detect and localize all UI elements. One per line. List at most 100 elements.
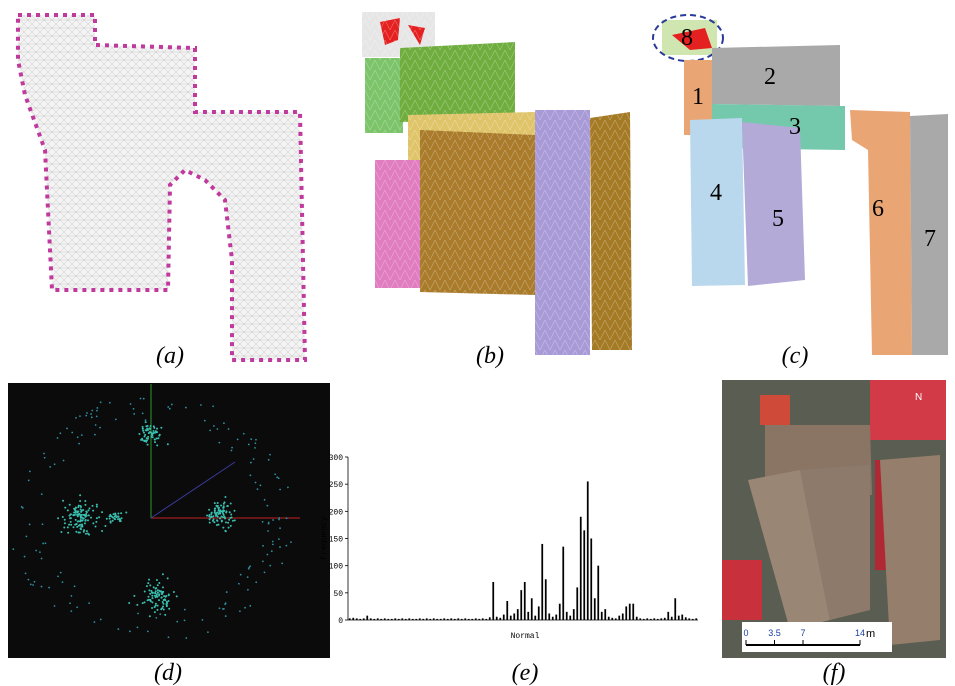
point — [230, 450, 232, 452]
point — [151, 592, 153, 594]
point — [70, 595, 72, 597]
point — [158, 594, 160, 596]
point — [278, 477, 280, 479]
point — [248, 567, 250, 569]
bar — [468, 619, 470, 620]
point — [80, 526, 82, 528]
bar — [580, 517, 582, 620]
point — [100, 401, 102, 403]
bar — [692, 619, 694, 620]
point — [96, 504, 98, 506]
point — [272, 519, 274, 521]
point — [85, 415, 87, 417]
mesh-overlay — [362, 12, 634, 356]
bar — [527, 612, 529, 620]
point — [86, 530, 88, 532]
bar — [440, 619, 442, 620]
point — [79, 415, 81, 417]
y-tick-label: 150 — [329, 536, 344, 545]
bar — [499, 618, 501, 620]
point — [210, 515, 212, 517]
point — [156, 579, 158, 581]
point — [154, 611, 156, 613]
bar — [415, 619, 417, 620]
point — [237, 439, 239, 441]
point — [133, 413, 135, 415]
point — [72, 526, 74, 528]
point — [145, 419, 147, 421]
scale-unit: m — [866, 628, 875, 640]
bar — [485, 619, 487, 620]
point — [225, 511, 227, 513]
scale-label: 14 — [855, 628, 865, 638]
point — [167, 577, 169, 579]
point — [25, 536, 27, 538]
point — [278, 517, 280, 519]
bar — [688, 618, 690, 620]
point — [154, 439, 156, 441]
point — [146, 585, 148, 587]
point — [75, 507, 77, 509]
point — [156, 596, 158, 598]
point — [119, 519, 121, 521]
point — [223, 503, 225, 505]
point — [92, 510, 94, 512]
bar — [674, 598, 676, 620]
point — [35, 550, 37, 552]
point — [239, 610, 241, 612]
point — [223, 422, 225, 424]
point — [216, 514, 218, 516]
point — [110, 520, 112, 522]
panel-d — [8, 383, 330, 658]
point — [159, 613, 161, 615]
point — [92, 522, 94, 524]
point — [210, 513, 212, 515]
point — [217, 505, 219, 507]
point — [264, 571, 266, 573]
bar — [611, 618, 613, 620]
panel-a — [18, 15, 305, 360]
point — [212, 515, 214, 517]
bar — [639, 618, 641, 620]
point — [84, 522, 86, 524]
point — [89, 507, 91, 509]
point — [57, 517, 59, 519]
point — [83, 531, 85, 533]
point — [156, 438, 158, 440]
bar — [454, 619, 456, 620]
bar — [695, 618, 697, 620]
point — [255, 482, 257, 484]
point — [157, 592, 159, 594]
bar — [394, 618, 396, 620]
point — [115, 418, 117, 420]
point — [67, 532, 69, 534]
point — [149, 427, 151, 429]
point — [227, 505, 229, 507]
point — [243, 433, 245, 435]
page: {"captions": ["(a)", "(b)", "(c)", "(d)"… — [0, 0, 955, 686]
bar — [457, 618, 459, 620]
point — [144, 601, 146, 603]
point — [114, 512, 116, 514]
region-label: 7 — [924, 226, 936, 252]
x-axis-label: Normal — [511, 632, 540, 641]
point — [219, 510, 221, 512]
point — [145, 421, 147, 423]
point — [99, 427, 101, 429]
point — [86, 515, 88, 517]
bar — [464, 618, 466, 620]
compass-label: N — [915, 392, 922, 403]
bar — [391, 619, 393, 620]
bar — [559, 604, 561, 620]
bar — [660, 618, 662, 620]
bar — [387, 619, 389, 620]
point — [169, 408, 171, 410]
bar — [653, 618, 655, 620]
point — [85, 533, 87, 535]
point — [117, 628, 119, 630]
point — [66, 428, 68, 430]
point — [147, 436, 149, 438]
region-label: 6 — [872, 196, 884, 222]
point — [255, 439, 257, 441]
point — [146, 428, 148, 430]
